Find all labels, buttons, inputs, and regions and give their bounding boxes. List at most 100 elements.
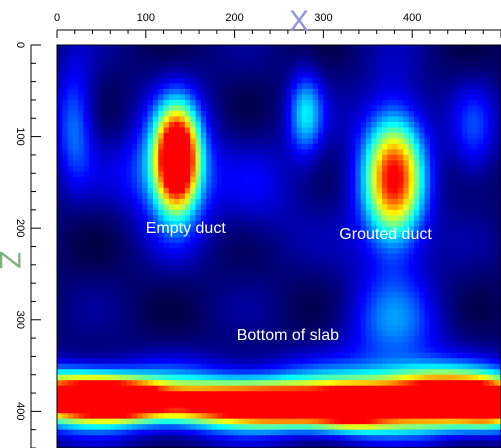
heatmap-cell [168, 72, 175, 79]
heatmap-cell [488, 176, 495, 183]
heatmap-cell [413, 198, 420, 205]
heatmap-cell [168, 237, 175, 244]
heatmap-cell [264, 253, 271, 260]
heatmap-cell [67, 105, 74, 112]
heatmap-cell [366, 292, 372, 299]
heatmap-cell [296, 154, 303, 162]
heatmap-cell [179, 319, 186, 326]
heatmap-cell [366, 193, 372, 200]
heatmap-cell [270, 330, 277, 337]
heatmap-cell [429, 138, 436, 145]
heatmap-cell [376, 204, 383, 211]
heatmap-cell [419, 325, 426, 332]
heatmap-cell [264, 193, 271, 200]
heatmap-cell [328, 50, 335, 57]
heatmap-cell [350, 182, 356, 189]
heatmap-cell [99, 198, 106, 205]
heatmap-cell [318, 105, 324, 112]
heatmap-cell [174, 330, 181, 337]
heatmap-cell [376, 336, 383, 343]
heatmap-cell [227, 358, 234, 365]
heatmap-cell [397, 198, 404, 205]
heatmap-cell [376, 347, 383, 354]
heatmap-cell [126, 72, 133, 79]
heatmap-cell [440, 303, 447, 310]
heatmap-cell [334, 50, 340, 57]
heatmap-cell [131, 264, 138, 271]
heatmap-cell [78, 50, 85, 57]
heatmap-cell [115, 303, 122, 310]
heatmap-layer [57, 45, 501, 448]
heatmap-cell [456, 77, 463, 85]
heatmap-cell [312, 127, 319, 134]
heatmap-cell [403, 281, 410, 288]
heatmap-cell [216, 132, 223, 140]
heatmap-cell [195, 83, 202, 90]
heatmap-cell [461, 319, 468, 326]
heatmap-cell [371, 209, 378, 216]
heatmap-cell [179, 347, 186, 354]
heatmap-cell [216, 248, 223, 255]
heatmap-cell [126, 281, 133, 288]
heatmap-cell [67, 209, 74, 216]
heatmap-cell [227, 165, 234, 172]
heatmap-cell [152, 50, 159, 57]
heatmap-cell [483, 121, 490, 129]
heatmap-cell [291, 308, 298, 315]
heatmap-cell [323, 231, 330, 238]
heatmap-cell [371, 259, 378, 266]
heatmap-cell [190, 319, 197, 326]
heatmap-cell [232, 193, 239, 200]
heatmap-cell [493, 160, 500, 167]
heatmap-cell [366, 325, 372, 332]
heatmap-cell [222, 77, 229, 85]
heatmap-cell [72, 336, 79, 343]
heatmap-cell [248, 297, 255, 304]
heatmap-cell [206, 198, 213, 205]
heatmap-cell [445, 105, 452, 112]
heatmap-cell [387, 308, 394, 315]
heatmap-cell [62, 220, 69, 227]
heatmap-cell [403, 264, 410, 271]
heatmap-cell [408, 303, 415, 310]
heatmap-cell [280, 105, 287, 112]
heatmap-cell [62, 198, 69, 205]
heatmap-cell [334, 66, 340, 74]
heatmap-cell [312, 281, 319, 288]
heatmap-cell [152, 176, 159, 183]
heatmap-cell [302, 204, 309, 211]
heatmap-cell [366, 264, 372, 271]
heatmap-cell [94, 352, 101, 359]
heatmap-cell [110, 198, 117, 205]
heatmap-cell [57, 231, 63, 238]
heatmap-cell [435, 143, 442, 151]
heatmap-cell [254, 88, 261, 96]
heatmap-cell [307, 231, 314, 238]
heatmap-cell [83, 330, 90, 337]
heatmap-cell [83, 99, 90, 107]
heatmap-cell [115, 358, 122, 365]
heatmap-cell [179, 330, 186, 337]
heatmap-cell [168, 231, 175, 238]
heatmap-cell [355, 220, 362, 227]
heatmap-cell [435, 341, 442, 348]
heatmap-cell [296, 160, 303, 167]
heatmap-cell [419, 165, 426, 172]
heatmap-cell [429, 220, 436, 227]
heatmap-cell [397, 336, 404, 343]
heatmap-cell [254, 231, 261, 238]
heatmap-cell [472, 110, 479, 118]
heatmap-cell [115, 171, 122, 178]
heatmap-cell [387, 132, 394, 140]
heatmap-cell [429, 165, 436, 172]
heatmap-cell [195, 72, 202, 79]
heatmap-cell [94, 160, 101, 167]
heatmap-cell [136, 358, 143, 365]
heatmap-cell [57, 347, 63, 354]
heatmap-cell [472, 314, 479, 321]
heatmap-cell [142, 66, 149, 74]
heatmap-cell [350, 242, 356, 249]
heatmap-cell [451, 105, 458, 112]
heatmap-cell [339, 264, 346, 271]
heatmap-cell [131, 363, 138, 370]
